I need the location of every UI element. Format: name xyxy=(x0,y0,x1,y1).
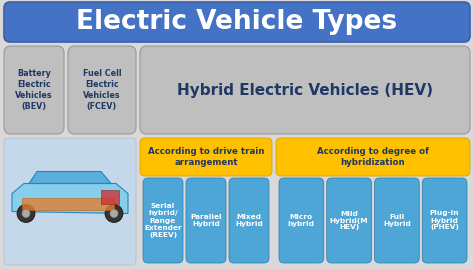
Circle shape xyxy=(22,210,30,218)
FancyBboxPatch shape xyxy=(374,178,419,263)
FancyBboxPatch shape xyxy=(4,46,64,134)
Bar xyxy=(101,189,119,204)
Text: Parallel
Hybrid: Parallel Hybrid xyxy=(190,214,222,227)
Bar xyxy=(22,197,114,210)
Polygon shape xyxy=(12,183,128,214)
Text: Micro
hybrid: Micro hybrid xyxy=(288,214,315,227)
Text: Mixed
Hybrid: Mixed Hybrid xyxy=(235,214,263,227)
FancyBboxPatch shape xyxy=(143,178,183,263)
Circle shape xyxy=(110,210,118,218)
Text: Electric Vehicle Types: Electric Vehicle Types xyxy=(76,9,398,35)
Circle shape xyxy=(17,204,35,222)
Polygon shape xyxy=(29,172,111,183)
Text: Battery
Electric
Vehicles
(BEV): Battery Electric Vehicles (BEV) xyxy=(15,69,53,111)
Text: According to degree of
hybridization: According to degree of hybridization xyxy=(317,147,429,167)
FancyBboxPatch shape xyxy=(422,178,467,263)
Text: Plug-in
Hybrid
(PHEV): Plug-in Hybrid (PHEV) xyxy=(430,211,459,231)
FancyBboxPatch shape xyxy=(68,46,136,134)
Circle shape xyxy=(105,204,123,222)
Text: According to drive train
arrangement: According to drive train arrangement xyxy=(148,147,264,167)
FancyBboxPatch shape xyxy=(279,178,324,263)
FancyBboxPatch shape xyxy=(4,2,470,42)
FancyBboxPatch shape xyxy=(186,178,226,263)
Text: Serial
hybrid/
Range
Extender
(REEV): Serial hybrid/ Range Extender (REEV) xyxy=(144,204,182,238)
Text: Mild
Hybrid(M
HEV): Mild Hybrid(M HEV) xyxy=(330,211,368,231)
Text: Fuel Cell
Electric
Vehicles
(FCEV): Fuel Cell Electric Vehicles (FCEV) xyxy=(82,69,121,111)
FancyBboxPatch shape xyxy=(140,46,470,134)
FancyBboxPatch shape xyxy=(229,178,269,263)
FancyBboxPatch shape xyxy=(4,138,136,265)
FancyBboxPatch shape xyxy=(276,138,470,176)
Text: Hybrid Electric Vehicles (HEV): Hybrid Electric Vehicles (HEV) xyxy=(177,83,433,97)
FancyBboxPatch shape xyxy=(327,178,372,263)
Text: Full
Hybrid: Full Hybrid xyxy=(383,214,411,227)
FancyBboxPatch shape xyxy=(140,138,272,176)
